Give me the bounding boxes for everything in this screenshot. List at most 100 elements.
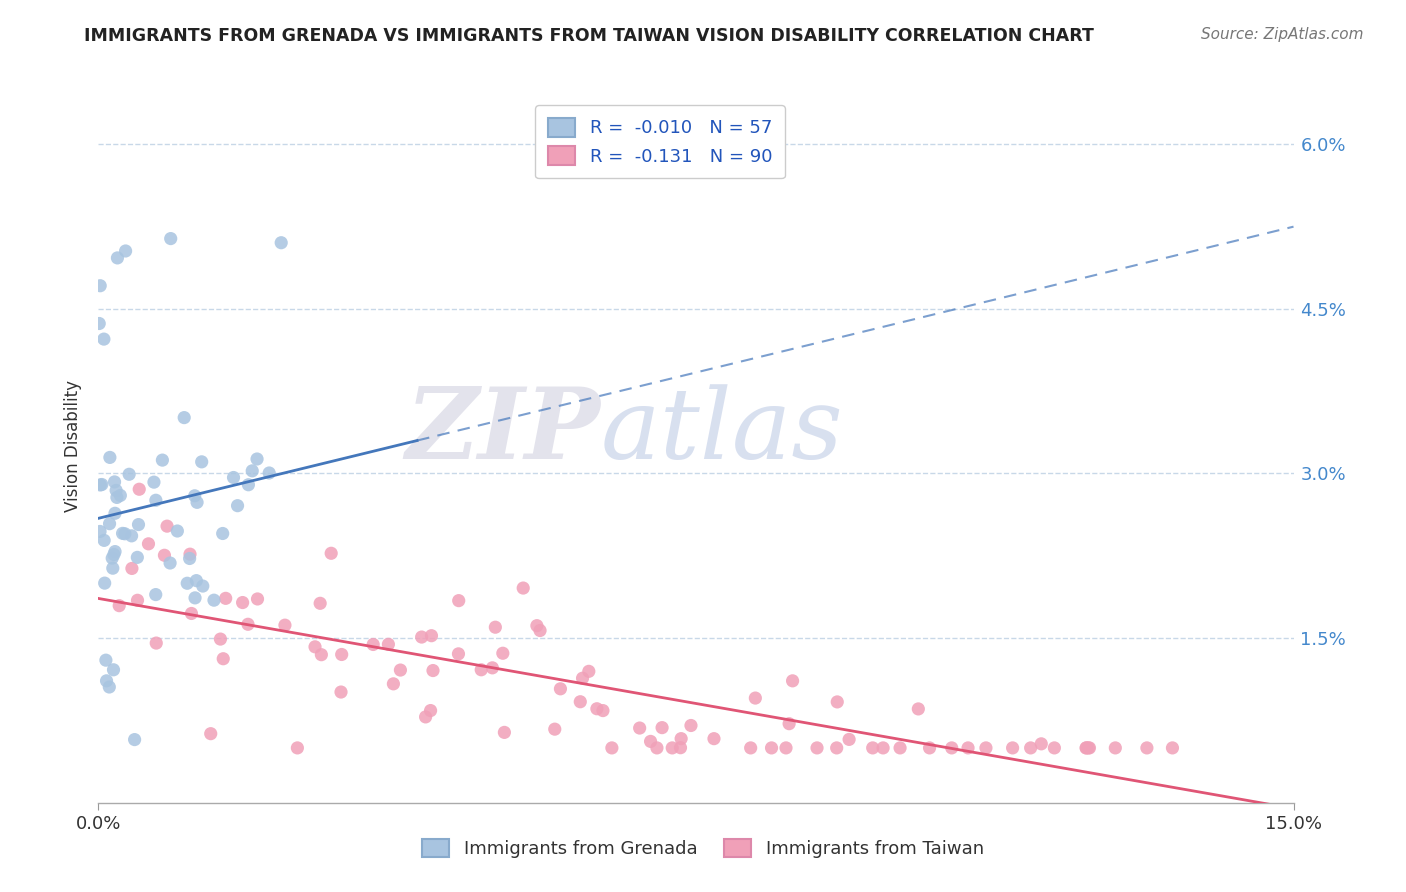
Point	[202, 593, 225, 607]
Point	[103, 548, 125, 562]
Point	[121, 561, 143, 575]
Legend: Immigrants from Grenada, Immigrants from Taiwan: Immigrants from Grenada, Immigrants from…	[415, 831, 991, 865]
Point	[98, 680, 121, 694]
Point	[145, 493, 167, 508]
Point	[775, 740, 797, 755]
Point	[571, 671, 593, 685]
Point	[415, 710, 437, 724]
Point	[1019, 740, 1042, 755]
Point	[512, 581, 534, 595]
Point	[121, 529, 143, 543]
Point	[89, 524, 111, 539]
Point	[669, 740, 692, 755]
Point	[114, 244, 136, 258]
Point	[186, 574, 208, 588]
Point	[957, 740, 980, 755]
Point	[274, 618, 297, 632]
Point	[492, 646, 515, 660]
Point	[212, 651, 235, 665]
Point	[128, 517, 150, 532]
Point	[98, 450, 121, 465]
Point	[744, 691, 766, 706]
Point	[941, 740, 963, 755]
Point	[740, 740, 762, 755]
Point	[104, 506, 127, 520]
Point	[550, 681, 572, 696]
Point	[907, 702, 929, 716]
Point	[152, 453, 174, 467]
Point	[600, 740, 623, 755]
Point	[529, 624, 551, 638]
Y-axis label: Vision Disability: Vision Disability	[65, 380, 83, 512]
Point	[179, 551, 201, 566]
Point	[422, 664, 444, 678]
Point	[90, 477, 112, 491]
Point	[159, 556, 181, 570]
Point	[257, 466, 280, 480]
Point	[127, 593, 149, 607]
Point	[98, 516, 121, 531]
Point	[382, 677, 405, 691]
Point	[889, 740, 911, 755]
Point	[544, 722, 567, 736]
Point	[270, 235, 292, 250]
Point	[447, 593, 470, 607]
Point	[470, 663, 492, 677]
Point	[184, 591, 207, 605]
Point	[105, 491, 128, 505]
Point	[645, 740, 668, 755]
Point	[104, 544, 127, 558]
Point	[209, 632, 232, 646]
Point	[526, 618, 548, 632]
Point	[127, 550, 149, 565]
Point	[200, 727, 222, 741]
Point	[118, 467, 141, 482]
Point	[138, 537, 160, 551]
Point	[389, 663, 412, 677]
Point	[825, 740, 848, 755]
Point	[93, 576, 115, 591]
Point	[872, 740, 894, 755]
Point	[640, 734, 662, 748]
Point	[110, 488, 132, 502]
Point	[679, 718, 702, 732]
Point	[1031, 737, 1053, 751]
Point	[311, 648, 333, 662]
Point	[215, 591, 238, 606]
Point	[862, 740, 884, 755]
Point	[321, 546, 343, 560]
Text: ZIP: ZIP	[405, 384, 600, 480]
Point	[211, 526, 233, 541]
Point	[180, 607, 202, 621]
Point	[287, 740, 309, 755]
Point	[238, 477, 260, 491]
Point	[420, 629, 443, 643]
Point	[918, 740, 941, 755]
Point	[186, 495, 208, 509]
Text: Source: ZipAtlas.com: Source: ZipAtlas.com	[1201, 27, 1364, 42]
Point	[304, 640, 326, 654]
Point	[103, 475, 125, 489]
Point	[226, 499, 249, 513]
Point	[1001, 740, 1024, 755]
Point	[103, 663, 125, 677]
Point	[183, 489, 205, 503]
Point	[240, 464, 263, 478]
Point	[232, 595, 254, 609]
Point	[190, 455, 212, 469]
Point	[108, 599, 131, 613]
Point	[93, 533, 115, 548]
Point	[142, 475, 165, 490]
Point	[1076, 740, 1098, 755]
Point	[703, 731, 725, 746]
Point	[246, 452, 269, 467]
Point	[1136, 740, 1159, 755]
Point	[974, 740, 997, 755]
Point	[1078, 740, 1101, 755]
Point	[1074, 740, 1097, 755]
Point	[114, 526, 136, 541]
Point	[156, 519, 179, 533]
Point	[377, 637, 399, 651]
Point	[569, 695, 592, 709]
Point	[159, 231, 181, 245]
